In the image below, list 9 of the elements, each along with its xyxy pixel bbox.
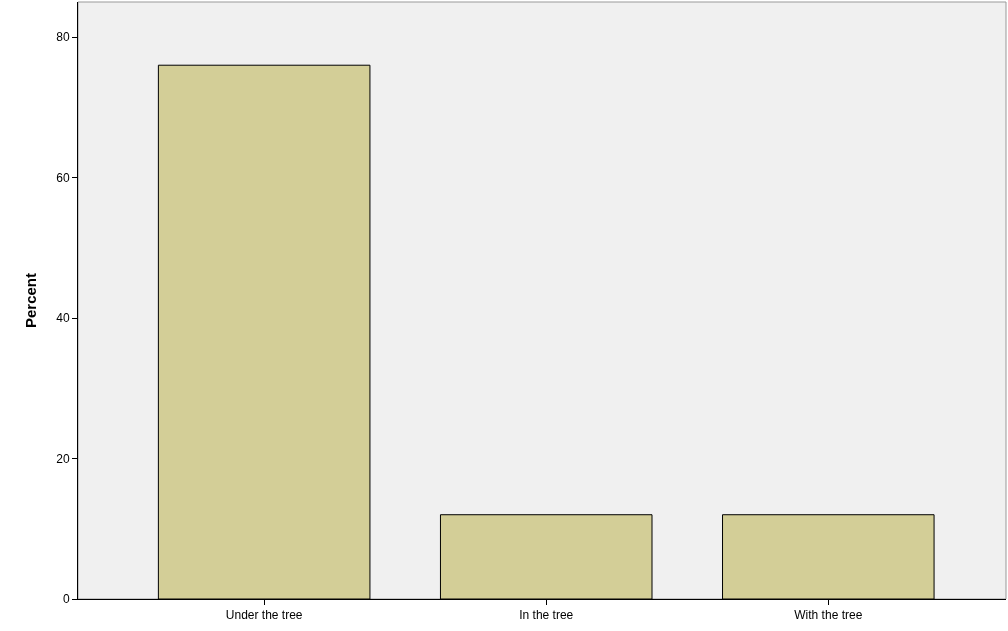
y-tick-label: 60 [56,170,70,185]
x-tick-label: Under the tree [225,608,303,623]
y-tick-label: 40 [56,311,70,326]
x-tick-label: With the tree [794,608,863,623]
x-tick-label: In the tree [519,608,574,623]
y-tick-label: 0 [62,592,70,607]
y-tick-label: 80 [56,30,70,45]
y-axis-title: Percent [22,272,40,329]
y-tick-label: 20 [56,451,70,466]
